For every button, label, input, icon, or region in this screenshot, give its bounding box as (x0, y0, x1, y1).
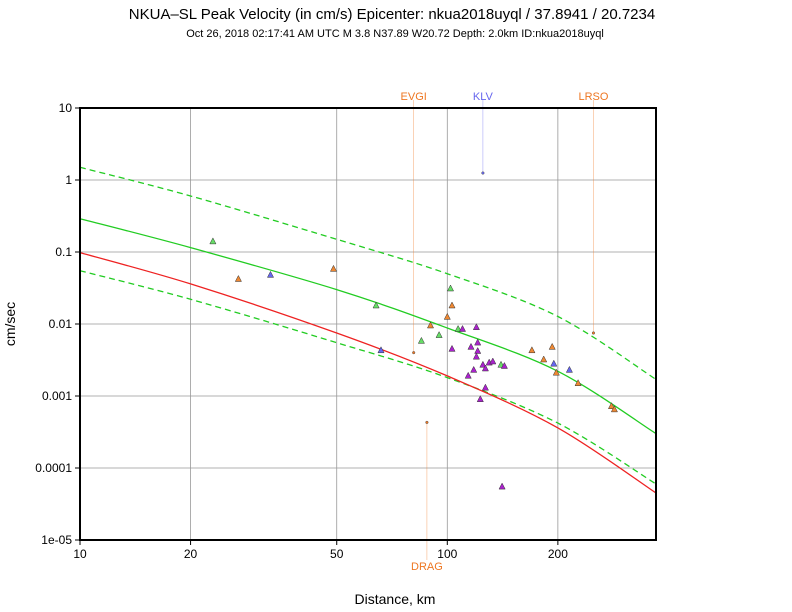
data-point-triangle (472, 323, 480, 330)
data-point-triangle (610, 405, 618, 413)
data-point-triangle (474, 346, 482, 354)
data-point-triangle (209, 237, 217, 245)
x-axis-ticks: 10 20 50 100 200 (73, 540, 568, 561)
chart-subtitle: Oct 26, 2018 02:17:41 AM UTC M 3.8 N37.8… (186, 28, 604, 40)
data-point-triangle (448, 301, 456, 309)
data-point-triangle (266, 270, 275, 278)
data-point-triangle (574, 379, 582, 386)
y-tick-label: 10 (59, 101, 73, 115)
y-tick-label: 0.0001 (35, 461, 72, 475)
x-tick-label: 20 (184, 547, 198, 561)
data-point-triangle (377, 346, 385, 354)
y-tick-label: 1 (65, 173, 72, 187)
prediction-curves (79, 166, 657, 494)
data-point-triangle (372, 301, 380, 309)
data-point-triangle (448, 344, 456, 352)
data-point-triangle (548, 342, 556, 350)
curve-median (79, 218, 657, 435)
grid-lines (79, 107, 656, 541)
data-point-triangle (454, 324, 462, 332)
station-point-evgi (412, 351, 416, 355)
station-label-klv: KLV (473, 91, 494, 103)
data-point-triangle (435, 331, 443, 338)
station-label-lrso: LRSO (578, 91, 608, 103)
x-tick-label: 200 (548, 547, 568, 561)
data-point-triangle (470, 365, 478, 373)
data-point-triangle (550, 359, 558, 367)
chart-title: NKUA–SL Peak Velocity (in cm/s) Epicente… (129, 6, 655, 23)
data-point-triangle (417, 336, 425, 344)
data-point-triangle (481, 383, 489, 391)
data-point-triangle (446, 284, 455, 292)
data-point-triangle (234, 274, 242, 282)
y-tick-label: 1e-05 (41, 533, 72, 547)
y-tick-label: 0.1 (55, 245, 72, 259)
station-label-evgi: EVGI (401, 91, 427, 103)
y-tick-label: 0.01 (49, 317, 73, 331)
y-axis-ticks: 10 1 0.1 0.01 0.001 0.0001 1e-05 (35, 101, 80, 547)
data-point-triangle (540, 355, 548, 363)
data-point-triangle (467, 342, 475, 350)
x-axis-label: Distance, km (355, 591, 436, 607)
curve-upper-bound (79, 166, 657, 380)
station-labels: EVGI KLV LRSO DRAG (401, 91, 609, 573)
data-point-triangle (458, 324, 467, 332)
x-tick-label: 50 (330, 547, 344, 561)
data-point-triangle (528, 346, 536, 354)
data-point-triangle (607, 402, 616, 409)
data-point-triangle (489, 357, 497, 365)
x-tick-label: 10 (73, 547, 87, 561)
y-axis-label: cm/sec (2, 302, 18, 346)
station-point-lrso (591, 331, 596, 335)
data-point-triangle (474, 338, 482, 346)
data-point-triangle (476, 395, 484, 402)
data-point-triangle (565, 365, 573, 373)
curve-red-curve (79, 251, 657, 494)
data-point-triangle (464, 371, 472, 379)
data-point-triangle (443, 312, 451, 320)
data-point-triangle (479, 360, 487, 368)
data-point-triangle (500, 361, 508, 369)
curve-lower-bound (79, 270, 657, 485)
y-tick-label: 0.001 (42, 389, 72, 403)
data-point-triangle (426, 321, 435, 329)
data-points (209, 237, 618, 490)
data-point-triangle (552, 368, 560, 376)
station-point-drag (425, 420, 429, 424)
x-tick-label: 100 (437, 547, 457, 561)
station-label-drag: DRAG (411, 561, 443, 573)
station-marker-lines (413, 100, 594, 560)
data-point-triangle (472, 352, 480, 360)
data-point-triangle (498, 482, 506, 490)
data-point-triangle (481, 364, 489, 372)
station-point-klv (481, 171, 485, 175)
data-point-triangle (329, 264, 338, 272)
